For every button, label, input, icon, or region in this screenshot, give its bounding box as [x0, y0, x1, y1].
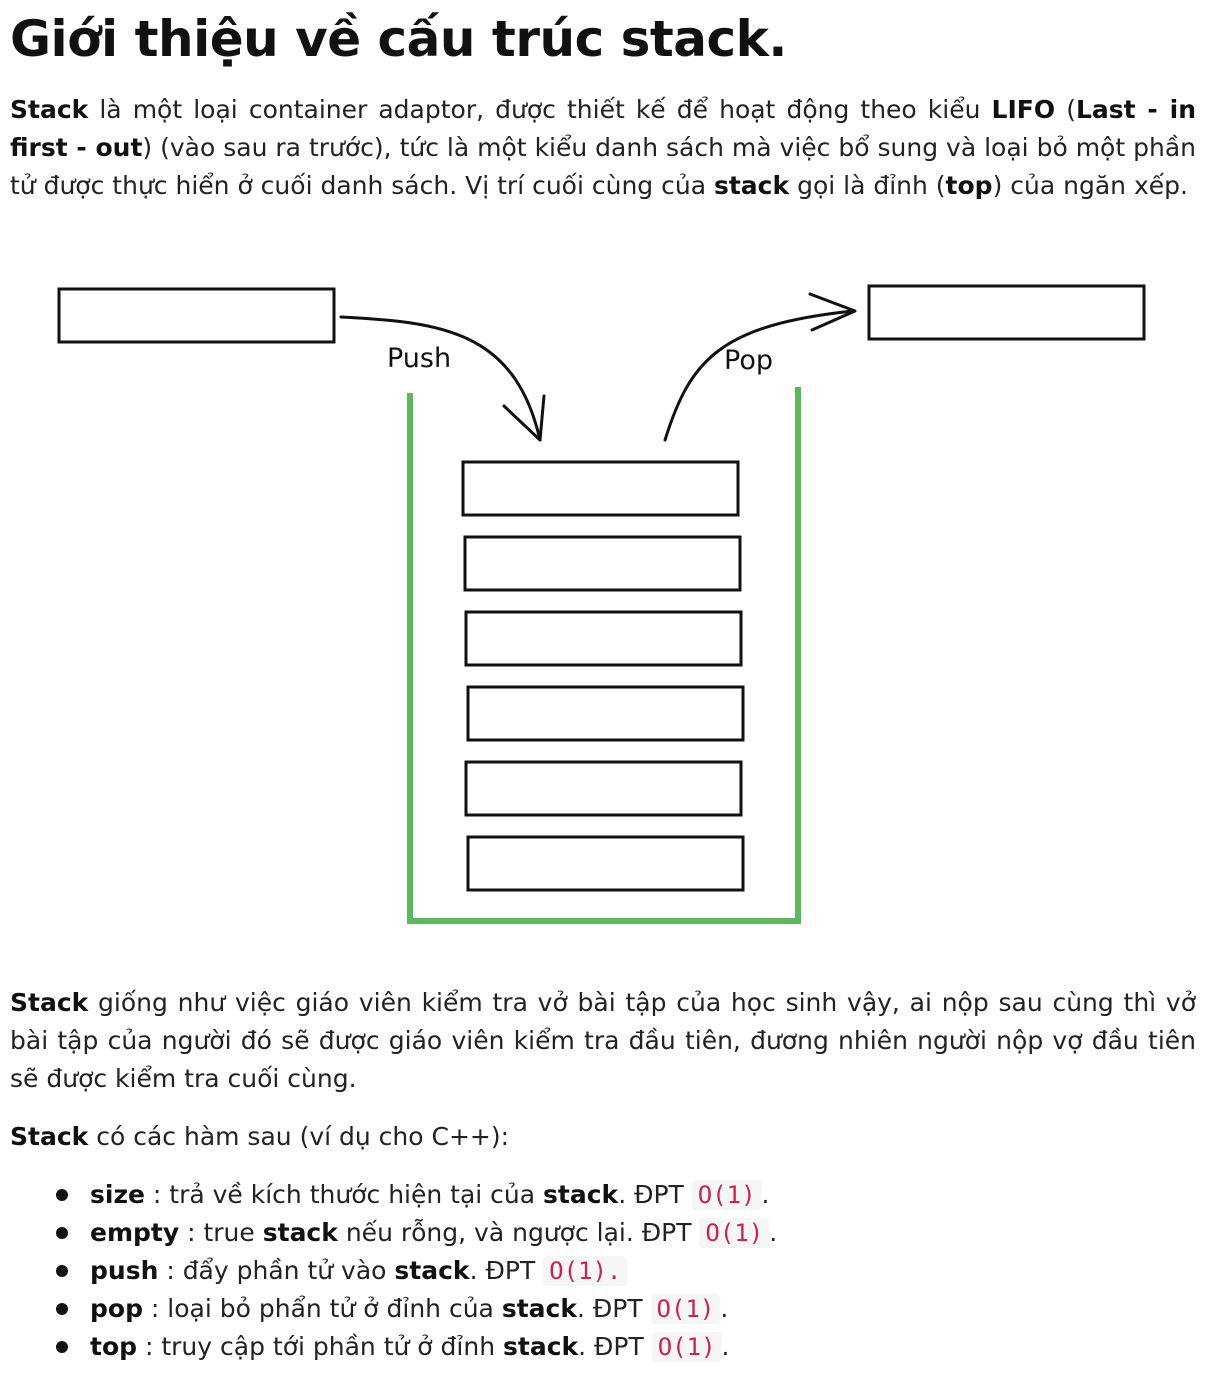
function-item-push: push : đẩy phần tử vào stack. ĐPT O(1). — [56, 1252, 777, 1290]
bullet-icon — [56, 1189, 68, 1201]
stack-element — [466, 685, 745, 742]
term-stack: Stack — [10, 95, 89, 124]
function-tail: . — [761, 1180, 770, 1209]
stack-element — [461, 460, 740, 517]
function-tail: . — [720, 1294, 729, 1323]
function-item-top: top : truy cập tới phần tử ở đỉnh stack.… — [56, 1328, 777, 1366]
complexity-prefix: . ĐPT — [576, 1294, 651, 1323]
complexity-code: O(1). — [543, 1256, 628, 1286]
page-title: Giới thiệu về cấu trúc stack. — [10, 10, 787, 68]
intro-text: gọi là đỉnh ( — [789, 171, 946, 200]
analogy-text: giống như việc giáo viên kiểm tra vở bài… — [10, 988, 1196, 1093]
pop-arrow — [663, 309, 855, 442]
intro-paragraph: Stack là một loại container adaptor, đượ… — [10, 91, 1196, 205]
push-label: Push — [387, 343, 451, 374]
term-top: top — [945, 171, 993, 200]
function-item-empty: empty : true stack nếu rỗng, và ngược lạ… — [56, 1214, 778, 1252]
function-item-pop: pop : loại bỏ phẩn tử ở đỉnh của stack. … — [56, 1290, 777, 1328]
term-stack: stack — [501, 1294, 577, 1323]
stack-element — [464, 760, 743, 817]
function-tail: . — [769, 1218, 778, 1247]
complexity-code: O(1) — [651, 1332, 722, 1362]
function-desc: : trả về kích thước hiện tại của — [144, 1180, 544, 1209]
stack-container — [407, 387, 801, 924]
bullet-icon — [56, 1341, 68, 1353]
function-list: size : trả về kích thước hiện tại của st… — [56, 1176, 778, 1366]
term-stack: stack — [262, 1218, 338, 1247]
term-stack: Stack — [10, 988, 89, 1017]
stack-diagram: Push Pop — [0, 270, 1226, 940]
complexity-code: O(1) — [650, 1294, 721, 1324]
intro-text: ) (vào sau ra trước), tức là một kiểu da… — [10, 133, 1196, 200]
term-lifo-expansion: Last - in first - out — [10, 95, 1197, 162]
complexity-prefix: . ĐPT — [469, 1256, 544, 1285]
bullet-icon — [56, 1265, 68, 1277]
stack-element — [464, 610, 743, 667]
function-name: size — [90, 1180, 145, 1209]
function-item-size: size : trả về kích thước hiện tại của st… — [56, 1176, 777, 1214]
bullet-icon — [56, 1227, 68, 1239]
complexity-code: O(1) — [691, 1180, 762, 1210]
term-stack: stack — [713, 171, 790, 200]
term-stack: Stack — [10, 1122, 89, 1151]
function-name: pop — [90, 1294, 143, 1323]
pop-label: Pop — [724, 345, 773, 376]
pop-destination-box — [867, 284, 1146, 341]
function-desc: : truy cập tới phần tử ở đỉnh — [137, 1332, 503, 1361]
function-desc: : loại bỏ phẩn tử ở đỉnh của — [142, 1294, 502, 1323]
functions-intro: Stack có các hàm sau (ví dụ cho C++): — [10, 1118, 1196, 1156]
term-stack: stack — [394, 1256, 470, 1285]
pop-arrowhead — [808, 292, 857, 332]
function-desc: : đẩy phần tử vào — [158, 1256, 395, 1285]
term-stack: stack — [503, 1332, 579, 1361]
push-source-box — [57, 287, 336, 344]
complexity-prefix: nếu rỗng, và ngược lại. ĐPT — [337, 1218, 700, 1247]
analogy-paragraph: Stack giống như việc giáo viên kiểm tra … — [10, 984, 1196, 1098]
push-arrow — [339, 315, 542, 442]
intro-text: là một loại container adaptor, được thiế… — [88, 95, 992, 124]
complexity-prefix: . ĐPT — [578, 1332, 652, 1361]
function-name: push — [90, 1256, 159, 1285]
complexity-code: O(1) — [699, 1218, 770, 1248]
bullet-icon — [56, 1303, 68, 1315]
term-lifo: LIFO — [991, 95, 1056, 124]
function-desc: : true — [179, 1218, 263, 1247]
stack-element — [463, 535, 742, 592]
function-name: empty — [90, 1218, 180, 1247]
complexity-prefix: . ĐPT — [618, 1180, 692, 1209]
push-arrowhead — [502, 394, 546, 442]
term-stack: stack — [543, 1180, 619, 1209]
function-name: top — [90, 1332, 138, 1361]
intro-text: ( — [1055, 95, 1076, 124]
intro-text: ) của ngăn xếp. — [992, 171, 1188, 200]
stack-element — [466, 835, 745, 892]
functions-intro-text: có các hàm sau (ví dụ cho C++): — [88, 1122, 510, 1151]
function-tail: . — [721, 1332, 730, 1361]
